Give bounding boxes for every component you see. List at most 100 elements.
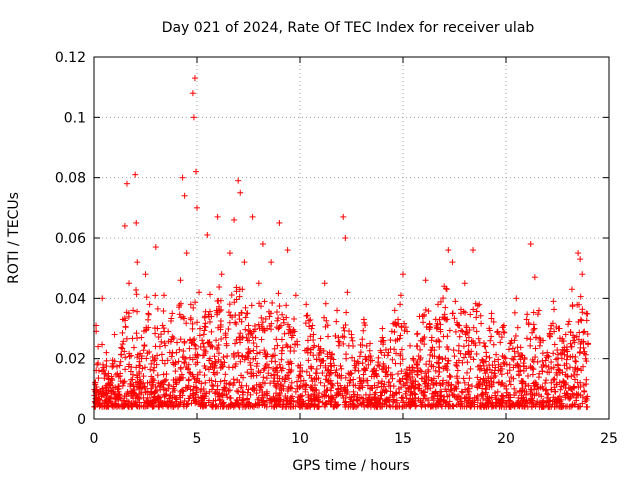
cloud-point: [189, 325, 196, 332]
cloud-point: [549, 320, 556, 327]
cloud-point: [430, 375, 437, 382]
cloud-point: [551, 328, 558, 335]
cloud-point: [486, 362, 493, 369]
cloud-point: [206, 318, 213, 325]
cloud-point: [117, 373, 124, 380]
cloud-point: [152, 292, 159, 299]
roti-point: [305, 391, 312, 398]
roti-point: [196, 289, 203, 296]
roti-point: [488, 310, 495, 317]
roti-point: [404, 328, 411, 335]
roti-point: [432, 379, 439, 386]
roti-point: [325, 397, 332, 404]
cloud-point: [130, 401, 137, 408]
cloud-point: [567, 354, 574, 361]
cloud-point: [283, 341, 290, 348]
cloud-point: [536, 335, 543, 342]
cloud-point: [491, 370, 498, 377]
cloud-point: [231, 353, 238, 360]
cloud-point: [237, 330, 244, 337]
roti-point: [103, 349, 110, 356]
cloud-point: [194, 351, 201, 358]
cloud-point: [124, 389, 131, 396]
cloud-point: [486, 354, 493, 361]
roti-point: [111, 391, 118, 398]
roti-point: [189, 90, 196, 97]
cloud-point: [316, 390, 323, 397]
cloud-point: [397, 332, 404, 339]
cloud-point: [524, 311, 531, 318]
cloud-point: [221, 377, 228, 384]
cloud-point: [512, 362, 519, 369]
cloud-point: [275, 290, 282, 297]
cloud-point: [200, 331, 207, 338]
cloud-point: [439, 356, 446, 363]
cloud-point: [313, 376, 320, 383]
cloud-point: [327, 393, 334, 400]
cloud-point: [563, 356, 570, 363]
cloud-point: [392, 360, 399, 367]
cloud-point: [399, 356, 406, 363]
cloud-point: [268, 326, 275, 333]
roti-point: [474, 382, 481, 389]
cloud-point: [440, 295, 447, 302]
cloud-point: [286, 398, 293, 405]
roti-point: [465, 334, 472, 341]
roti-point: [367, 385, 374, 392]
cloud-point: [273, 309, 280, 316]
cloud-point: [443, 379, 450, 386]
roti-point: [95, 397, 102, 404]
cloud-point: [140, 373, 147, 380]
roti-point: [416, 382, 423, 389]
roti-point: [190, 114, 197, 121]
cloud-point: [575, 336, 582, 343]
cloud-point: [287, 358, 294, 365]
cloud-point: [120, 338, 127, 345]
cloud-point: [333, 392, 340, 399]
cloud-point: [368, 373, 375, 380]
cloud-point: [420, 319, 427, 326]
cloud-point: [479, 390, 486, 397]
cloud-point: [421, 392, 428, 399]
cloud-point: [271, 398, 278, 405]
cloud-point: [296, 372, 303, 379]
cloud-point: [454, 379, 461, 386]
roti-point: [156, 382, 163, 389]
roti-point: [268, 397, 275, 404]
roti-point: [194, 385, 200, 392]
cloud-point: [310, 336, 317, 343]
cloud-point: [219, 392, 226, 399]
cloud-point: [310, 344, 317, 351]
cloud-point: [215, 350, 222, 357]
roti-point: [198, 394, 205, 401]
cloud-point: [172, 376, 179, 383]
cloud-point: [165, 401, 172, 408]
roti-point: [156, 343, 163, 350]
roti-point: [573, 394, 580, 401]
roti-point: [449, 259, 456, 266]
cloud-point: [529, 371, 536, 378]
cloud-point: [489, 400, 496, 407]
cloud-point: [311, 391, 318, 398]
cloud-point: [436, 343, 443, 350]
roti-point: [259, 379, 266, 386]
cloud-point: [532, 345, 539, 352]
cloud-point: [178, 371, 185, 378]
roti-point: [441, 283, 448, 290]
cloud-point: [341, 334, 348, 341]
cloud-point: [483, 367, 490, 374]
roti-point: [226, 250, 233, 257]
roti-point: [161, 391, 168, 398]
cloud-point: [180, 348, 187, 355]
cloud-point: [186, 336, 193, 343]
cloud-point: [92, 388, 99, 395]
cloud-point: [515, 402, 522, 409]
cloud-point: [399, 375, 406, 382]
cloud-point: [577, 293, 584, 300]
cloud-point: [308, 395, 315, 402]
cloud-point: [316, 356, 323, 363]
roti-point: [560, 382, 567, 389]
cloud-point: [398, 346, 405, 353]
cloud-point: [346, 328, 353, 335]
cloud-point: [484, 400, 491, 407]
